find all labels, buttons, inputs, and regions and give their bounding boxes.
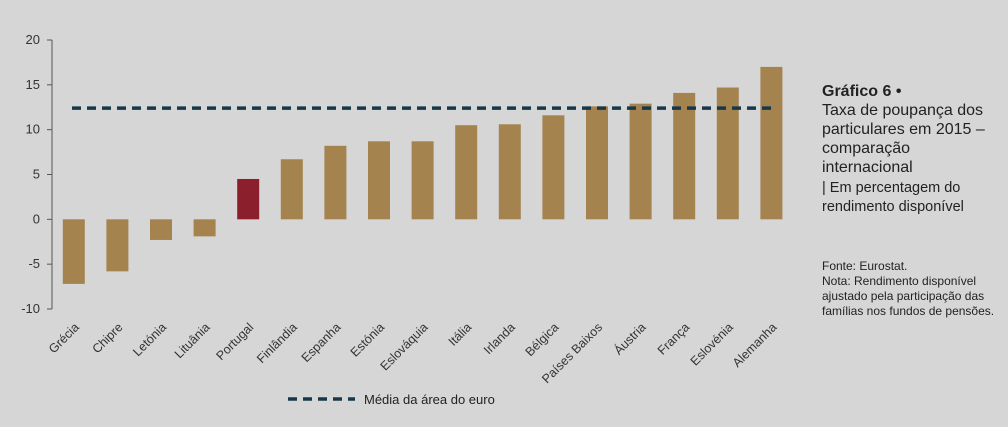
x-tick-label: Lituânia [172,320,213,361]
legend-label: Média da área do euro [364,392,495,407]
bar [455,125,478,220]
bar-chart: -10 -5 0 5 10 15 20 Grécia Chipre Letónia Lituâni… [21,32,783,407]
bar [237,178,260,220]
y-tick-label: -10 [21,301,40,316]
bar [760,66,783,220]
chart-source: Fonte: Eurostat. [822,259,908,273]
chart-source-note: Fonte: Eurostat. Nota: Rendimento dispon… [822,259,1004,319]
x-tick-label: França [655,320,692,357]
bar [62,219,85,284]
x-tick-label: Finlândia [254,320,300,366]
bar [411,141,434,220]
y-axis: -10 -5 0 5 10 15 20 [21,32,53,316]
chart-info-panel: Gráfico 6 • Taxa de poupança dos particu… [822,82,1004,319]
x-tick-label: Portugal [213,320,256,363]
bar [324,145,347,220]
bar [280,159,303,220]
x-tick-label: Áustria [611,319,649,357]
chart-subtitle: Taxa de poupança dos particulares em 201… [822,102,985,176]
bar [193,219,216,237]
x-tick-label: Espanha [299,320,344,365]
y-tick-label: 15 [26,77,40,92]
chart-title: Gráfico 6 • Taxa de poupança dos particu… [822,82,1004,177]
y-tick-label: 0 [33,211,40,226]
legend: Média da área do euro [288,392,495,407]
x-tick-label: Grécia [46,320,82,356]
chart-title-bullet: • [895,83,902,100]
x-axis-labels: Grécia Chipre Letónia Lituânia PortugalFinlâ… [46,319,780,386]
bar [368,141,390,220]
y-tick-label: 10 [26,122,40,137]
x-tick-label: Estónia [348,320,387,359]
x-tick-label: Chipre [90,320,126,356]
bar [629,103,652,220]
bar [542,115,565,220]
x-tick-label: Eslováquia [378,320,431,373]
x-tick-label: Bélgica [523,320,562,359]
bar [498,124,521,220]
bar [586,106,608,220]
chart-title-label: Gráfico 6 [822,83,892,100]
x-tick-label: Alemanha [730,320,780,370]
chart-unit-note: | Em percentagem do rendimento disponíve… [822,180,964,215]
chart-note: Nota: Rendimento disponível ajustado pel… [822,274,995,318]
y-tick-label: 5 [33,167,40,182]
bar [716,87,739,220]
bars [62,66,783,284]
x-tick-label: Letónia [130,320,169,359]
bar [673,92,696,220]
bar [150,219,172,240]
x-tick-label: Eslovénia [688,320,736,368]
x-tick-label: Irlanda [481,320,518,357]
bar [106,219,129,272]
y-tick-label: -5 [28,256,40,271]
y-tick-label: 20 [26,32,40,47]
x-tick-label: Itália [446,320,475,349]
